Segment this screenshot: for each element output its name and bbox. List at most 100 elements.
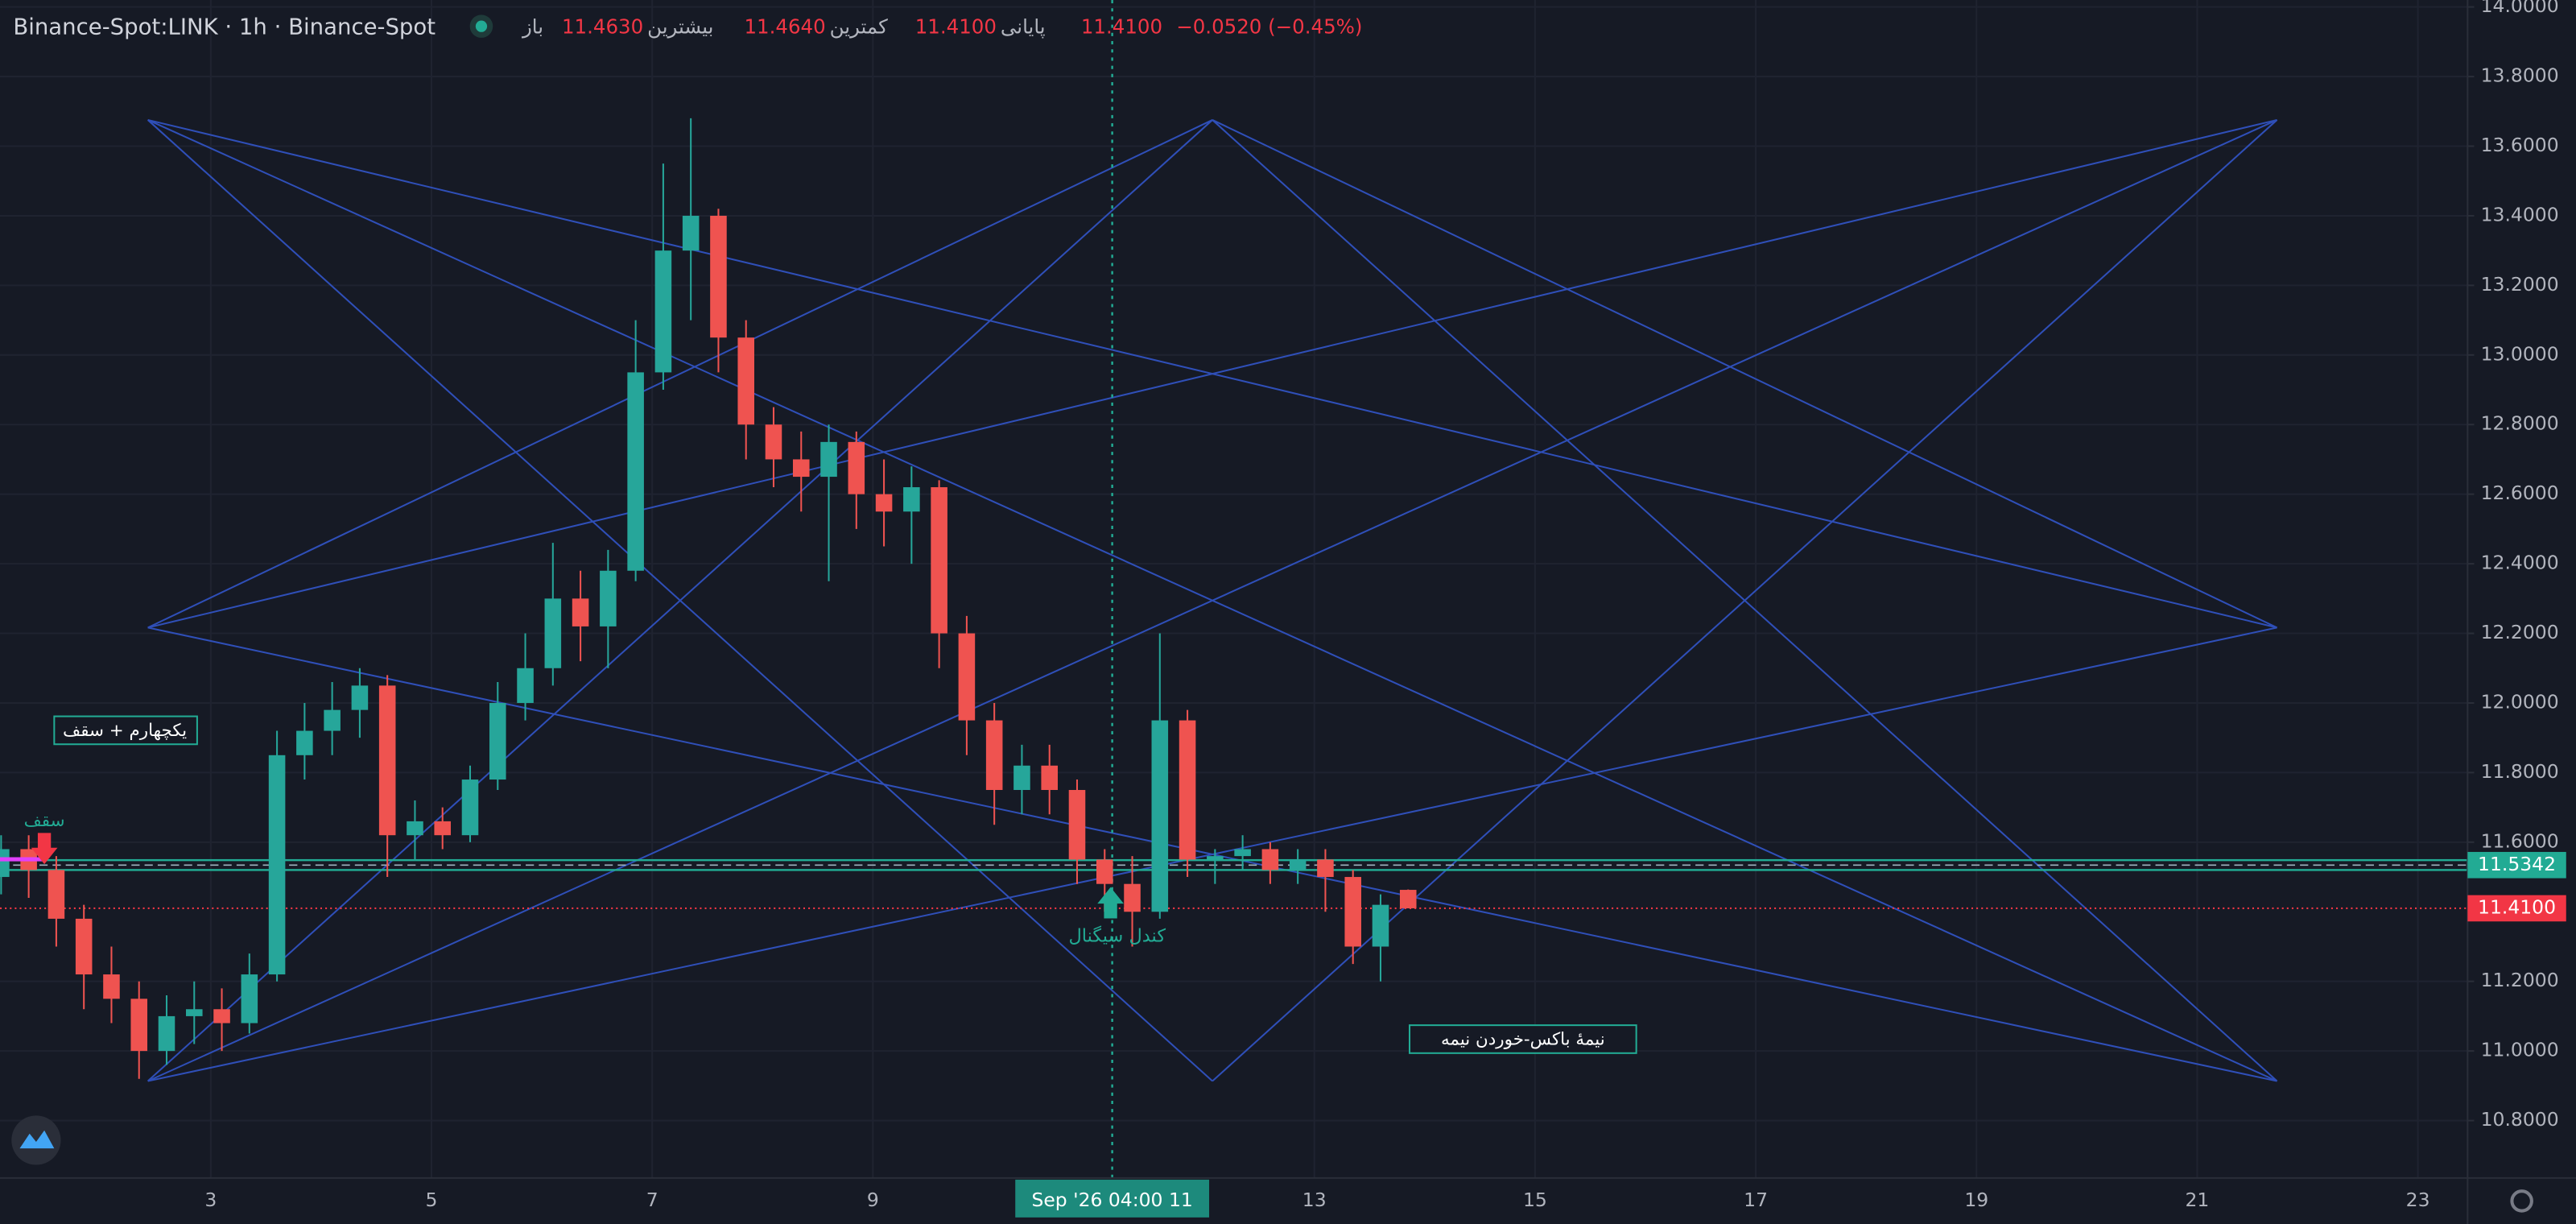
annotation-box [1409, 1024, 1637, 1054]
candle-body [47, 870, 65, 919]
x-tick-label: 23 [2406, 1189, 2430, 1211]
ohlc-label: بیشترین [647, 15, 713, 39]
candle-body [213, 1009, 230, 1023]
candle-body [1041, 765, 1058, 791]
annotation-text: یکچهارم + سقف [63, 721, 187, 741]
candle-body [985, 720, 1003, 791]
candle-body [544, 598, 562, 668]
price-label-box [2467, 851, 2566, 879]
chart-title: Binance-Spot:LINK · 1h · Binance-Spot [13, 14, 436, 40]
y-tick-label: 14.0000 [2481, 0, 2559, 17]
ohlc-label: پایانی [1001, 15, 1046, 39]
y-tick-label: 12.2000 [2481, 621, 2559, 643]
y-tick-label: 11.2000 [2481, 969, 2559, 991]
price-label-box [2467, 895, 2566, 922]
logo-icon [19, 1130, 55, 1149]
ohlc-header: باز 11.4630 بیشترین 11.4640 کمترین 11.4100 پای… [521, 15, 1162, 39]
y-tick-label: 13.0000 [2481, 342, 2559, 365]
annotation-text: نیمهٔ باکس-خوردن نیمه [1441, 1029, 1605, 1049]
ohlc-value: 11.4100 [1081, 15, 1162, 39]
y-tick-label: 13.4000 [2481, 203, 2559, 225]
y-tick-label: 12.6000 [2481, 482, 2559, 504]
y-axis-panel [2467, 0, 2576, 1224]
candle-body [75, 918, 93, 975]
candle-body [158, 1015, 175, 1052]
ohlc-value: 11.4640 [744, 15, 825, 39]
candle-body [600, 570, 617, 626]
annotation-text: کندل سیگنال [1068, 924, 1166, 946]
candle-body [1068, 790, 1086, 860]
candle-body [461, 779, 479, 836]
pattern-line [147, 119, 1213, 1082]
candle-body [130, 999, 148, 1052]
candle-body [820, 441, 837, 478]
ohlc-label: کمترین [830, 15, 888, 39]
x-tick-label: 19 [1964, 1189, 1988, 1211]
candle-body [572, 598, 589, 626]
candle-body [434, 821, 452, 836]
pattern-line [147, 118, 2277, 629]
x-tick-label: 15 [1523, 1189, 1547, 1211]
candle-body [489, 702, 506, 780]
candle-body [931, 487, 947, 634]
candle-body [710, 215, 727, 338]
ohlc-value: 11.4630 [562, 15, 643, 39]
candle-body [848, 441, 865, 494]
x-tick-label: 13 [1302, 1189, 1327, 1211]
y-tick-label: 10.8000 [2481, 1108, 2559, 1131]
candle-body [682, 215, 700, 251]
y-tick-label: 11.0000 [2481, 1039, 2559, 1061]
ohlc-value: 11.4100 [915, 15, 997, 39]
axes: 10.8000 11.0000 11.2000 11.6000 11.8000 12.00… [204, 0, 2566, 1211]
pattern-line [1212, 119, 2278, 629]
settings-icon[interactable] [2510, 1189, 2533, 1213]
candle-body [296, 730, 313, 755]
crosshair-label-box [1015, 1179, 1210, 1218]
status-dot [475, 20, 488, 32]
y-tick-label: 12.4000 [2481, 552, 2559, 574]
x-tick-label: 3 [204, 1189, 217, 1211]
pattern-line [1212, 119, 2278, 1082]
x-tick-label: 7 [646, 1189, 658, 1211]
y-tick-label: 11.8000 [2481, 760, 2559, 783]
y-tick-label: 12.0000 [2481, 690, 2559, 713]
candle-body [737, 337, 755, 425]
candle-body [1317, 859, 1334, 878]
x-tick-label: 5 [426, 1189, 438, 1211]
y-tick-label: 13.2000 [2481, 273, 2559, 296]
candle-body [268, 755, 286, 975]
pattern-line [147, 119, 1213, 629]
pattern-lines [147, 118, 2278, 1082]
candle-body [1124, 883, 1141, 912]
y-tick-label: 13.6000 [2481, 134, 2559, 156]
crosshair-label: Sep '26 04:00 11 [1031, 1189, 1192, 1211]
price-label: 11.4100 [2478, 895, 2556, 918]
candle-body [517, 668, 534, 703]
y-tick-label: 12.8000 [2481, 412, 2559, 435]
candle-body [1372, 904, 1389, 947]
candles [0, 118, 1417, 1079]
y-tick-label: 13.8000 [2481, 64, 2559, 87]
candle-body [1289, 859, 1307, 870]
candle-body [324, 709, 341, 731]
candle-body [627, 372, 644, 571]
candle-body [185, 1009, 203, 1016]
candle-body [654, 250, 672, 373]
candle-body [1096, 859, 1113, 884]
candle-body [407, 821, 423, 836]
candle-body [765, 424, 782, 460]
candle-body [1207, 856, 1224, 860]
x-tick-label: 9 [867, 1189, 879, 1211]
y-tick-label: 11.6000 [2481, 829, 2559, 852]
x-tick-label: 17 [1744, 1189, 1768, 1211]
logo[interactable] [11, 1115, 61, 1165]
candle-body [1234, 849, 1251, 857]
candle-body [958, 633, 976, 721]
candle-body [241, 974, 258, 1023]
candle-body [1151, 720, 1169, 912]
candle-body [903, 487, 920, 512]
candle-body [1399, 890, 1417, 908]
candle-body [792, 459, 810, 478]
